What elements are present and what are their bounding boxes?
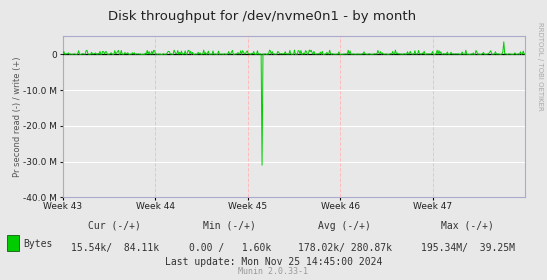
Y-axis label: Pr second read (-) / write (+): Pr second read (-) / write (+) <box>13 57 22 177</box>
Text: Avg (-/+): Avg (-/+) <box>318 221 371 231</box>
Text: Munin 2.0.33-1: Munin 2.0.33-1 <box>238 267 309 276</box>
Text: Cur (-/+): Cur (-/+) <box>89 221 141 231</box>
Text: 0.00 /   1.60k: 0.00 / 1.60k <box>189 243 271 253</box>
Text: Min (-/+): Min (-/+) <box>203 221 256 231</box>
Text: 178.02k/ 280.87k: 178.02k/ 280.87k <box>298 243 392 253</box>
Text: Last update: Mon Nov 25 14:45:00 2024: Last update: Mon Nov 25 14:45:00 2024 <box>165 257 382 267</box>
Text: Disk throughput for /dev/nvme0n1 - by month: Disk throughput for /dev/nvme0n1 - by mo… <box>108 10 417 23</box>
Text: Bytes: Bytes <box>23 239 53 249</box>
Text: RRDTOOL / TOBI OETIKER: RRDTOOL / TOBI OETIKER <box>537 22 543 111</box>
Text: 15.54k/  84.11k: 15.54k/ 84.11k <box>71 243 159 253</box>
Text: 195.34M/  39.25M: 195.34M/ 39.25M <box>421 243 515 253</box>
Text: Max (-/+): Max (-/+) <box>441 221 494 231</box>
